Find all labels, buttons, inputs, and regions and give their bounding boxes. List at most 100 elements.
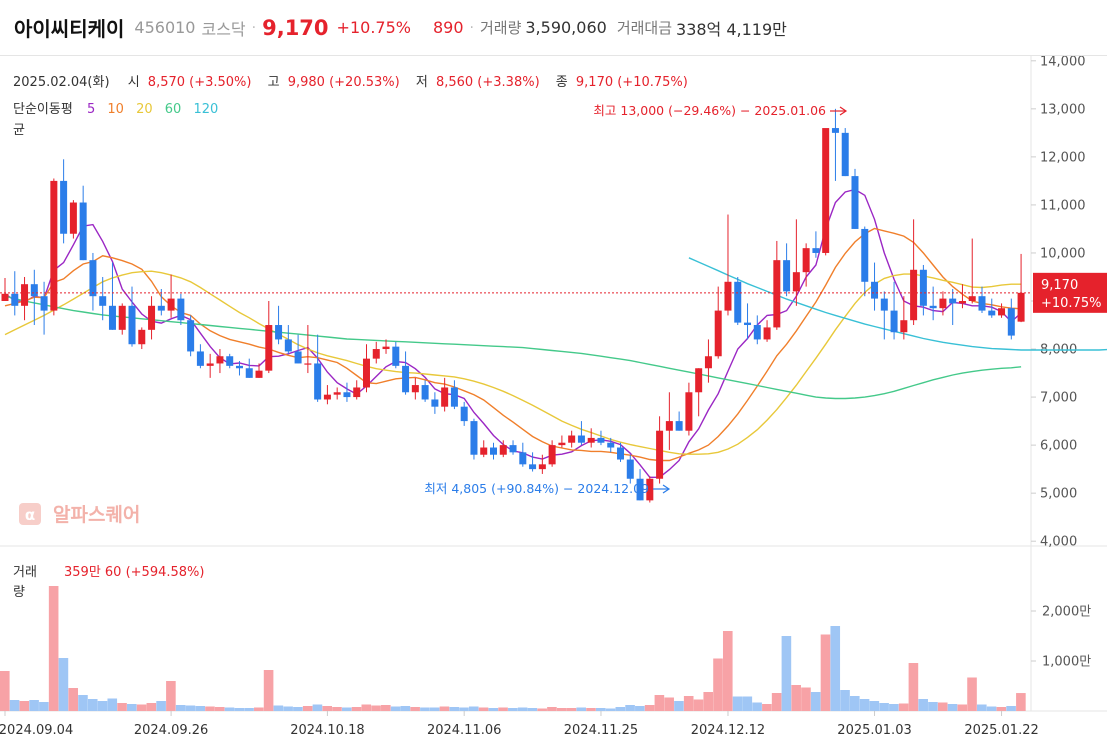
high-annotation: 최고 13,000 (−29.46%) − 2025.01.06 — [593, 103, 826, 118]
candle-body — [441, 387, 449, 407]
ohlc-date: 2025.02.04(화) — [13, 75, 110, 90]
volume-bar — [234, 708, 245, 711]
volume-bar — [840, 690, 850, 711]
candle-body — [890, 310, 898, 333]
volume-bar — [508, 708, 518, 711]
volume-bar — [498, 707, 508, 711]
ma-legend-120[interactable]: 120 — [193, 102, 218, 117]
candle-body — [235, 365, 243, 369]
market-name: 코스닥 — [201, 19, 246, 39]
volume-bar — [986, 706, 997, 711]
ma-legend: 단순이동평 5 10 20 60 120 — [13, 102, 218, 117]
ma-legend-5[interactable]: 5 — [87, 102, 95, 117]
candle-body — [577, 435, 585, 443]
ma-legend-20[interactable]: 20 — [136, 102, 153, 117]
volume-bar — [371, 705, 381, 711]
ma-legend-10[interactable]: 10 — [107, 102, 124, 117]
candle-body — [99, 296, 107, 306]
candle-body — [421, 385, 429, 400]
volume-bar — [332, 707, 342, 711]
high-arrow-icon — [830, 106, 848, 116]
volume-bar — [459, 707, 469, 711]
volume-bar — [468, 706, 479, 711]
volume-bar — [78, 695, 88, 711]
candle-body — [314, 363, 322, 400]
volume-bar — [556, 708, 567, 711]
volume-bar — [293, 707, 303, 711]
price-tick-label: 6,000 — [1040, 439, 1077, 454]
volume-bar — [39, 702, 49, 711]
volume-bar — [19, 701, 30, 711]
candle-body — [812, 248, 820, 253]
amount-label: 거래대금 — [616, 19, 673, 37]
volume-bar — [576, 707, 587, 711]
volume-bar — [928, 702, 938, 711]
candle-body — [910, 269, 918, 321]
candle-body — [831, 128, 839, 133]
volume-bar — [29, 700, 39, 711]
price-tick-label: 10,000 — [1040, 246, 1086, 261]
price-tick-label: 14,000 — [1040, 56, 1086, 69]
volume-bar — [742, 696, 753, 711]
candle-body — [665, 421, 673, 431]
volume-bar — [703, 692, 714, 711]
candle-body — [372, 349, 380, 359]
candle-body — [226, 356, 234, 366]
volume-bar — [801, 687, 811, 711]
volume-bar — [244, 708, 254, 711]
volume-bar — [644, 705, 655, 711]
volume-bar — [849, 696, 860, 711]
stock-chart[interactable]: 14,00013,00012,00011,00010,0009,0008,000… — [0, 56, 1107, 746]
change-rate: +10.75% — [336, 18, 411, 37]
close-value: 9,170 (+10.75%) — [576, 75, 688, 90]
candle-body — [929, 305, 937, 309]
volume-bar — [527, 708, 538, 711]
volume-bar — [977, 704, 987, 711]
price-tick-label: 12,000 — [1040, 150, 1086, 165]
price-tick-label: 5,000 — [1040, 487, 1077, 502]
volume-bar — [957, 704, 968, 711]
volume-bar — [273, 705, 284, 711]
candle-body — [431, 399, 439, 407]
ma-line-60 — [4, 295, 1022, 400]
volume-bar — [625, 705, 635, 711]
time-tick-label: 2024.10.18 — [290, 723, 364, 738]
candle-body — [714, 310, 722, 357]
volume-bar — [781, 636, 792, 711]
time-tick-label: 2024.12.12 — [691, 723, 765, 738]
amount-value: 338억 4,119만 — [676, 19, 787, 39]
candle-body — [734, 281, 742, 323]
volume-bar — [478, 707, 489, 711]
volume-bar — [429, 707, 440, 711]
volume-bar — [361, 704, 372, 711]
volume-bar — [146, 703, 157, 711]
price-tick-label: 7,000 — [1040, 391, 1077, 406]
volume-bar — [283, 706, 293, 711]
candle-body — [304, 363, 312, 365]
candle-body — [490, 447, 497, 455]
candle-body — [470, 421, 478, 455]
candle-body — [675, 421, 683, 431]
ma-line-20 — [4, 270, 1022, 455]
volume-bar — [341, 707, 352, 711]
candle-body — [411, 385, 419, 393]
stock-name[interactable]: 아이씨티케이 — [14, 17, 125, 41]
candle-body — [529, 464, 537, 470]
candle-body — [450, 387, 458, 407]
volume-bar — [195, 706, 205, 711]
open-label: 시 — [128, 75, 140, 90]
volume-bar — [136, 704, 147, 711]
volume-bar — [908, 663, 919, 711]
volume-bar — [68, 688, 78, 711]
price-tag-rate: +10.75% — [1041, 296, 1101, 311]
candle-body — [587, 437, 595, 443]
candle-body — [704, 356, 712, 369]
candle-body — [695, 368, 703, 393]
candle-body — [187, 320, 195, 352]
ma-legend-60[interactable]: 60 — [165, 102, 182, 117]
candle-body — [958, 301, 966, 304]
candle-body — [138, 329, 146, 345]
volume-bar — [683, 696, 694, 711]
volume-bar — [87, 699, 98, 711]
time-tick-label: 2024.09.04 — [0, 723, 73, 738]
